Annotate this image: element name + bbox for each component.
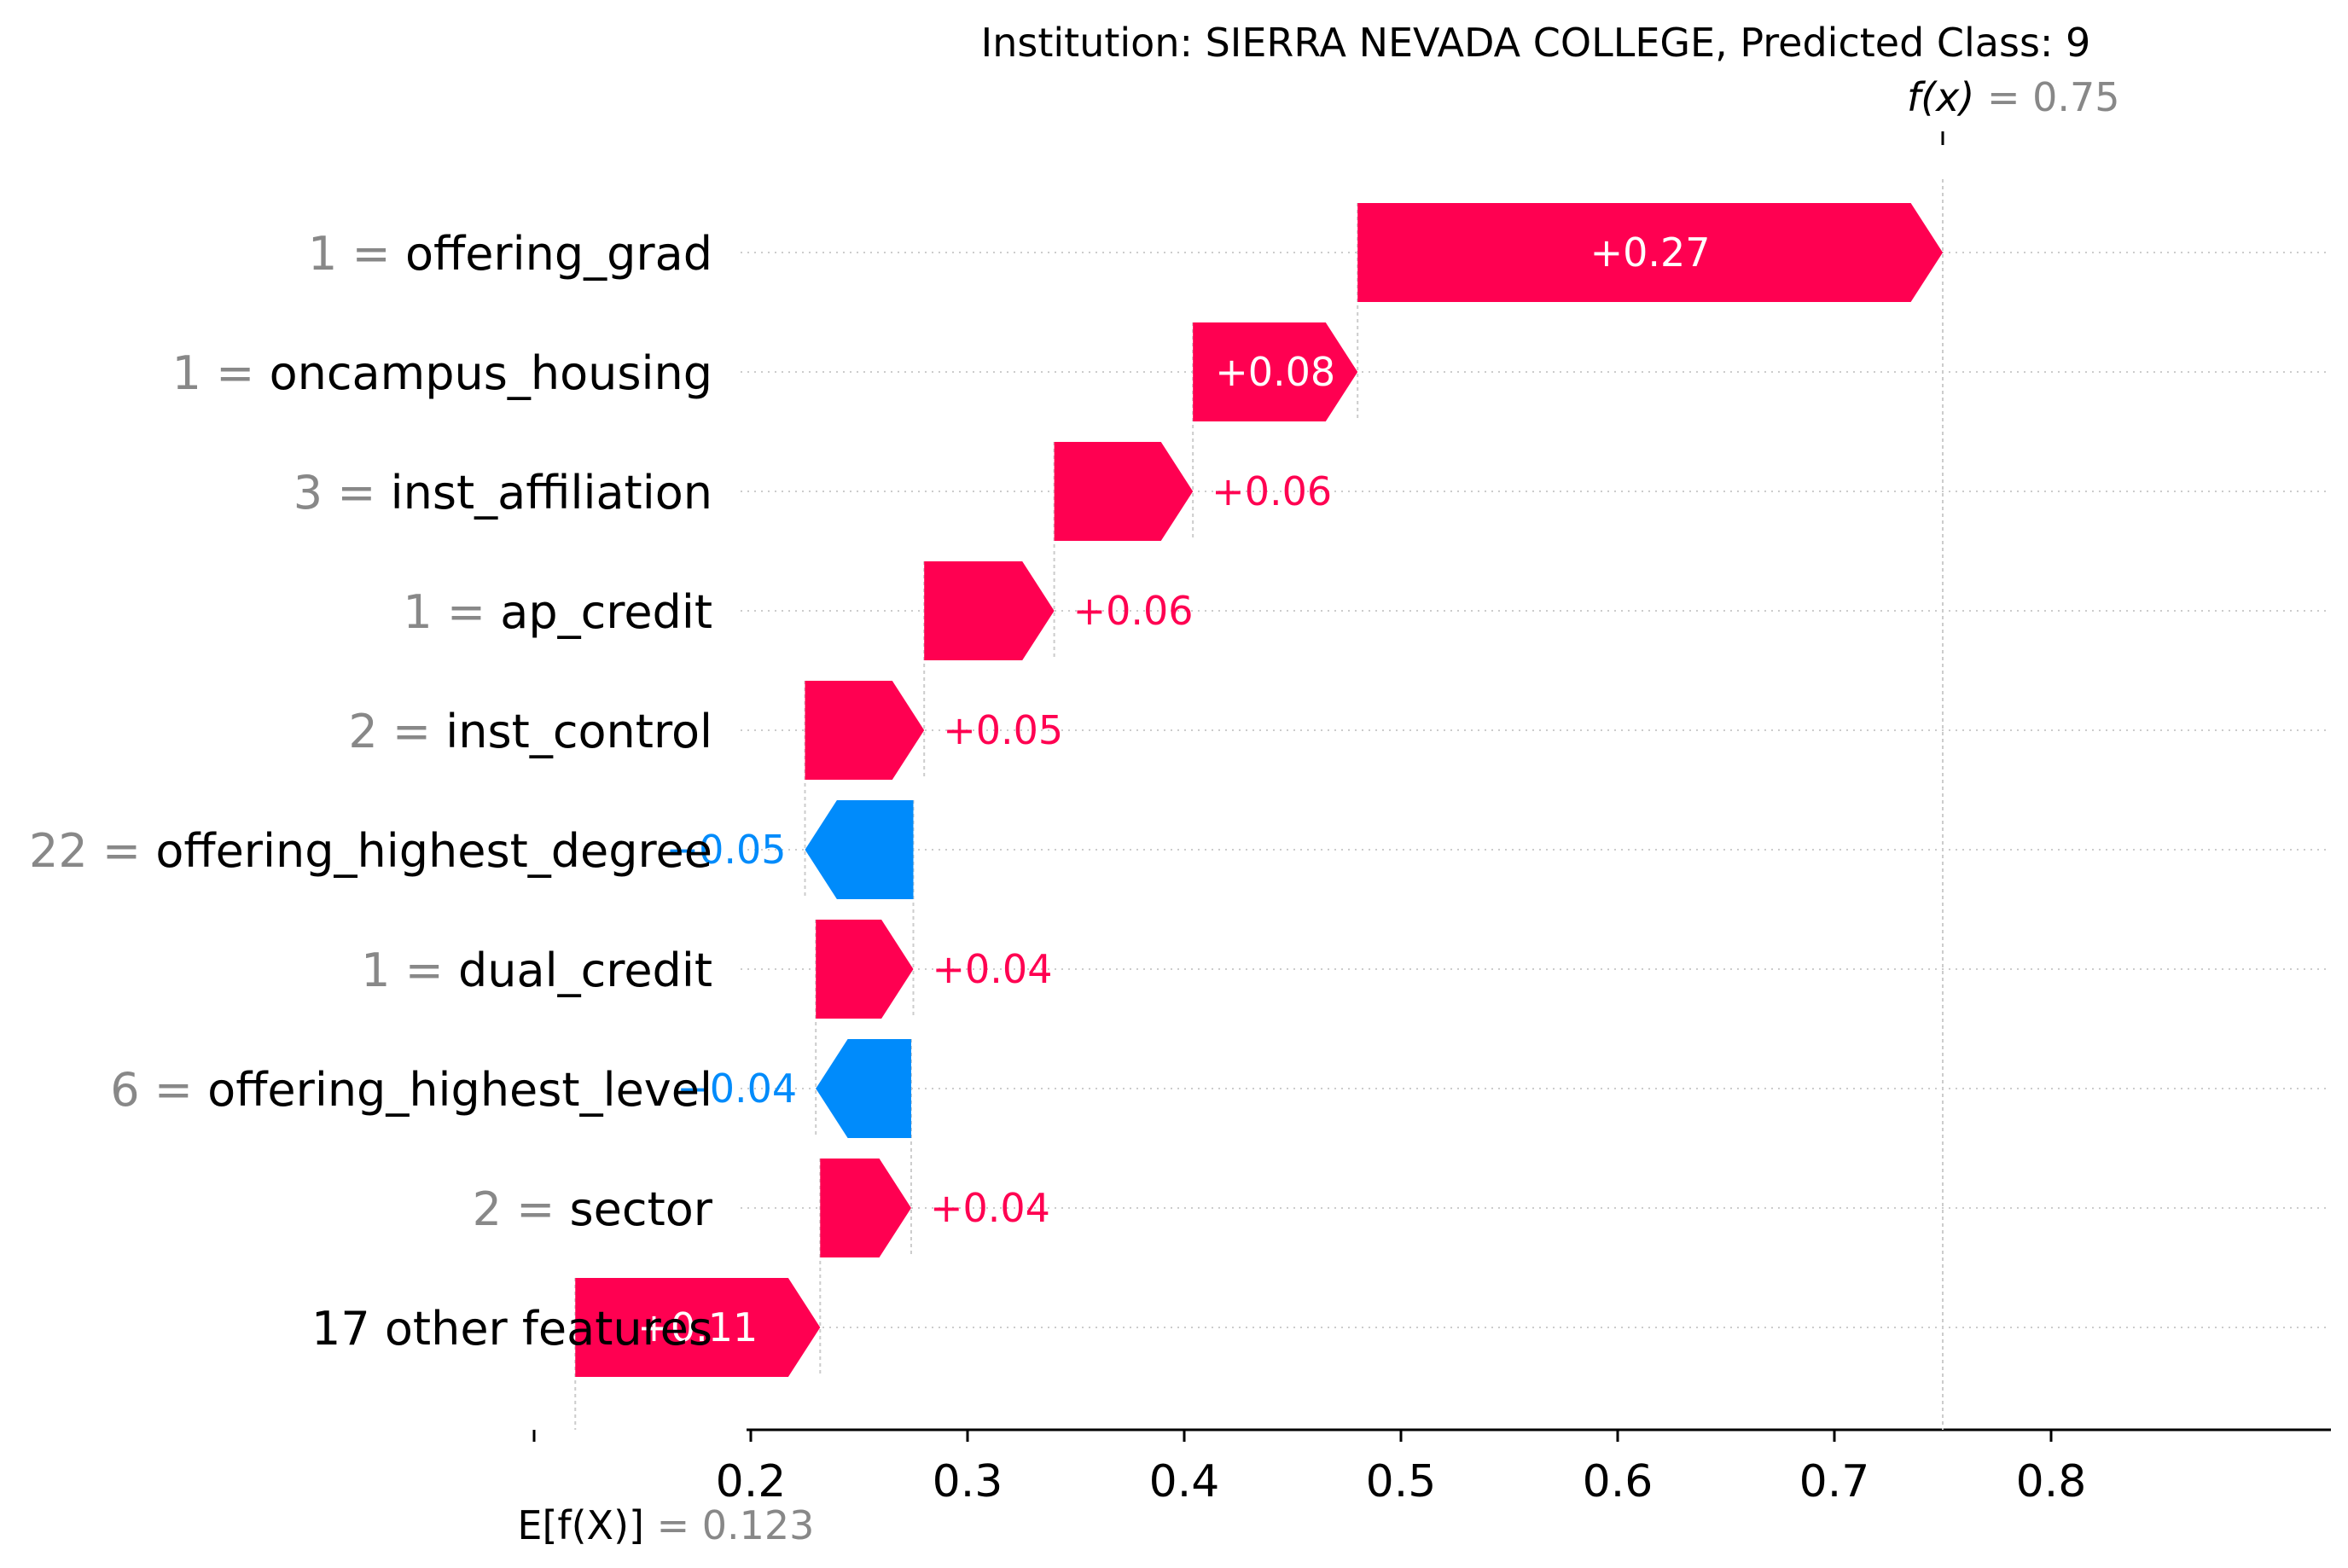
x-tick-label: 0.3 <box>933 1456 1003 1507</box>
bar-value-label: −0.04 <box>677 1066 797 1112</box>
feature-name: offering_grad <box>405 227 712 281</box>
feature-name: dual_credit <box>458 944 712 997</box>
feature-label: 6 = offering_highest_level <box>110 1063 712 1117</box>
output-value-text: = 0.75 <box>1987 74 2120 120</box>
feature-name: offering_highest_level <box>207 1063 712 1117</box>
bar-sector <box>820 1159 911 1257</box>
bar-oncampus_housing <box>1193 322 1358 421</box>
bar-value-label: −0.05 <box>666 827 787 873</box>
bar-offering_highest_level <box>816 1039 911 1138</box>
feature-label: 17 other features <box>311 1302 712 1356</box>
feature-name: sector <box>570 1182 713 1236</box>
base-value-label: E[f(X)] = 0.123 <box>517 1502 814 1548</box>
feature-label: 1 = dual_credit <box>361 944 712 997</box>
base-label: E[f(X)] <box>517 1502 656 1548</box>
base-value-text: = 0.123 <box>657 1502 815 1548</box>
bar-value-label: +0.27 <box>1590 229 1711 276</box>
feature-value: 1 = <box>403 585 500 639</box>
feature-value: 3 = <box>294 466 391 520</box>
x-tick-label: 0.6 <box>1583 1456 1653 1507</box>
feature-label: 22 = offering_highest_degree <box>29 824 712 878</box>
bar-offering_highest_degree <box>805 800 914 899</box>
feature-label: 3 = inst_affiliation <box>294 466 712 520</box>
output-label: f(x) <box>1907 74 1987 120</box>
feature-name: inst_control <box>445 705 712 758</box>
chart-title: Institution: SIERRA NEVADA COLLEGE, Pred… <box>981 20 2091 66</box>
x-tick-label: 0.8 <box>2016 1456 2087 1507</box>
feature-value: 6 = <box>110 1063 207 1117</box>
x-tick-label: 0.5 <box>1366 1456 1437 1507</box>
bar-inst_control <box>805 681 925 780</box>
x-axis: 0.2 0.3 0.4 0.5 0.6 0.7 0.8 <box>532 1428 2331 1507</box>
bar-value-label: +0.04 <box>930 1185 1050 1231</box>
bar-17-other-features <box>575 1278 821 1377</box>
value-markers: f(x) = 0.75 E[f(X)] = 0.123 <box>517 74 2119 1548</box>
feature-value: 2 = <box>473 1182 570 1236</box>
bar-dual_credit <box>816 920 914 1019</box>
x-tick-label: 0.2 <box>716 1456 787 1507</box>
feature-label: 2 = sector <box>473 1182 713 1236</box>
bar-ap_credit <box>924 561 1055 660</box>
feature-name: oncampus_housing <box>270 346 712 400</box>
x-tick-label: 0.7 <box>1799 1456 1870 1507</box>
feature-name: offering_highest_degree <box>155 824 712 878</box>
feature-name: ap_credit <box>500 585 712 639</box>
bar-value-label: +0.11 <box>637 1304 758 1350</box>
bar-value-label: +0.04 <box>933 946 1053 992</box>
feature-value: 1 = <box>308 227 405 281</box>
feature-value: 1 = <box>172 346 270 400</box>
feature-label: 1 = ap_credit <box>403 585 712 639</box>
grid-lines <box>741 252 2331 1328</box>
contribution-bars: +0.27 +0.08 +0.06 +0.06 +0.05 −0.05 +0.04 −0.04… <box>575 203 1943 1377</box>
feature-name: 17 other features <box>311 1302 712 1356</box>
feature-value: 22 = <box>29 824 155 878</box>
x-tick-label: 0.4 <box>1149 1456 1220 1507</box>
bar-value-label: +0.06 <box>1073 588 1194 634</box>
feature-label: 1 = oncampus_housing <box>172 346 712 400</box>
feature-label: 2 = inst_control <box>348 705 712 758</box>
output-value-label: f(x) = 0.75 <box>1907 74 2120 120</box>
feature-label: 1 = offering_grad <box>308 227 712 281</box>
feature-value: 1 = <box>361 944 458 997</box>
bar-value-label: +0.08 <box>1215 349 1335 395</box>
bar-value-label: +0.06 <box>1212 468 1332 514</box>
feature-value: 2 = <box>348 705 445 758</box>
bar-inst_affiliation <box>1054 442 1194 541</box>
bar-value-label: +0.05 <box>943 707 1063 753</box>
feature-name: inst_affiliation <box>391 466 712 520</box>
bar-offering_grad <box>1357 203 1943 302</box>
